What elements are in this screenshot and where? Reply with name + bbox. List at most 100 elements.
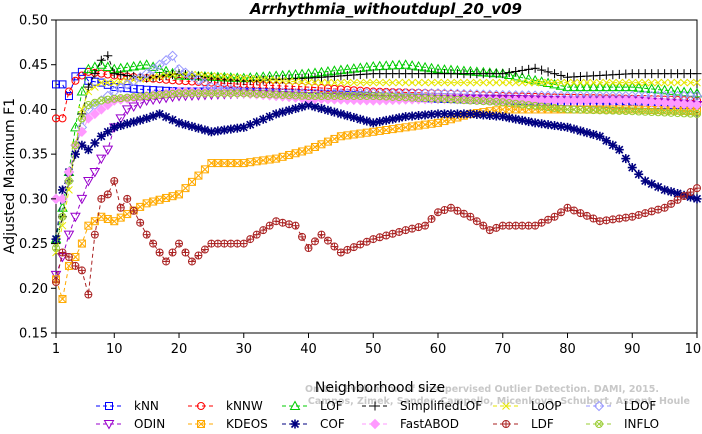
data-point <box>686 109 695 118</box>
data-point <box>659 84 670 95</box>
data-point <box>206 127 216 137</box>
data-point <box>401 226 410 235</box>
data-point <box>304 145 313 154</box>
data-point <box>285 91 294 100</box>
data-point <box>647 78 656 87</box>
data-point <box>382 125 391 134</box>
data-point <box>272 90 281 99</box>
data-point <box>259 75 268 84</box>
watermark-line: On the Evaluation of Unsupervised Outlie… <box>305 384 659 395</box>
data-point <box>336 92 345 101</box>
data-point <box>220 89 229 98</box>
data-point <box>524 64 534 74</box>
data-point <box>434 78 442 87</box>
data-point <box>621 213 630 222</box>
data-point <box>147 63 159 75</box>
data-point <box>582 105 591 114</box>
data-point <box>136 218 145 227</box>
data-point <box>336 132 345 141</box>
data-point <box>316 104 326 114</box>
data-point <box>588 129 598 139</box>
legend-marker <box>502 402 510 410</box>
series-line <box>55 73 697 253</box>
legend-item-odin: ODIN <box>96 417 165 431</box>
data-point <box>589 106 598 115</box>
data-point <box>453 78 462 87</box>
series-line <box>56 55 697 200</box>
legend-label: KDEOS <box>226 417 268 431</box>
data-point <box>291 221 300 230</box>
x-tick-label: 10 <box>106 342 123 357</box>
legend-label: COF <box>320 417 345 431</box>
data-point <box>641 78 650 87</box>
data-point <box>128 60 140 71</box>
data-point <box>452 109 462 119</box>
data-point <box>407 111 417 121</box>
data-point <box>162 257 171 266</box>
data-point <box>285 77 293 86</box>
data-point <box>531 221 540 230</box>
series-fastabod <box>50 86 702 205</box>
data-point <box>395 78 404 87</box>
data-point <box>627 163 637 173</box>
legend-label: LOF <box>320 399 343 413</box>
data-point <box>654 78 663 87</box>
data-point <box>472 109 482 119</box>
data-point <box>530 118 540 128</box>
data-point <box>479 97 488 106</box>
data-point <box>123 194 132 203</box>
data-point <box>207 159 216 168</box>
x-tick-label: 40 <box>300 342 317 357</box>
data-point <box>692 194 702 204</box>
data-point <box>582 128 592 138</box>
data-point <box>155 195 164 204</box>
data-point <box>77 109 87 119</box>
data-point <box>291 104 301 114</box>
data-point <box>310 92 319 101</box>
data-point <box>498 69 508 79</box>
data-point <box>421 221 430 230</box>
data-point <box>129 117 139 127</box>
data-point <box>602 106 611 115</box>
data-point <box>70 212 81 223</box>
data-point <box>304 92 313 101</box>
legend-marker <box>595 420 603 428</box>
data-point <box>620 81 632 92</box>
data-point <box>298 147 307 156</box>
data-point <box>408 122 417 131</box>
x-axis-label: Neighborhood size <box>315 380 445 396</box>
y-tick-label: 0.30 <box>19 192 48 207</box>
x-tick-label: 1 <box>52 342 60 357</box>
data-point <box>375 92 384 101</box>
data-point <box>660 185 670 195</box>
data-point <box>556 70 566 80</box>
series-inflo <box>52 89 701 253</box>
data-point <box>401 78 410 87</box>
data-point <box>421 94 430 103</box>
data-point <box>626 81 638 92</box>
data-point <box>135 115 145 125</box>
data-point <box>272 217 281 226</box>
data-point <box>64 92 73 101</box>
x-tick-label: 20 <box>171 342 188 357</box>
data-point <box>193 123 203 133</box>
y-tick-label: 0.40 <box>19 103 48 118</box>
chart-title: Arrhythmia_withoutdupl_20_v09 <box>249 0 522 18</box>
data-point <box>52 80 60 89</box>
data-point <box>181 248 190 257</box>
data-point <box>414 223 423 232</box>
data-point <box>667 78 675 87</box>
data-point <box>110 217 119 226</box>
data-point <box>51 234 61 244</box>
data-point <box>440 117 449 126</box>
data-point <box>406 60 418 70</box>
data-point <box>537 65 547 75</box>
data-point <box>84 290 93 299</box>
data-point <box>440 206 449 215</box>
data-point <box>660 78 669 87</box>
data-point <box>317 230 326 239</box>
data-point <box>97 78 106 87</box>
data-point <box>667 108 676 117</box>
data-point <box>160 55 172 66</box>
data-point <box>543 67 553 77</box>
